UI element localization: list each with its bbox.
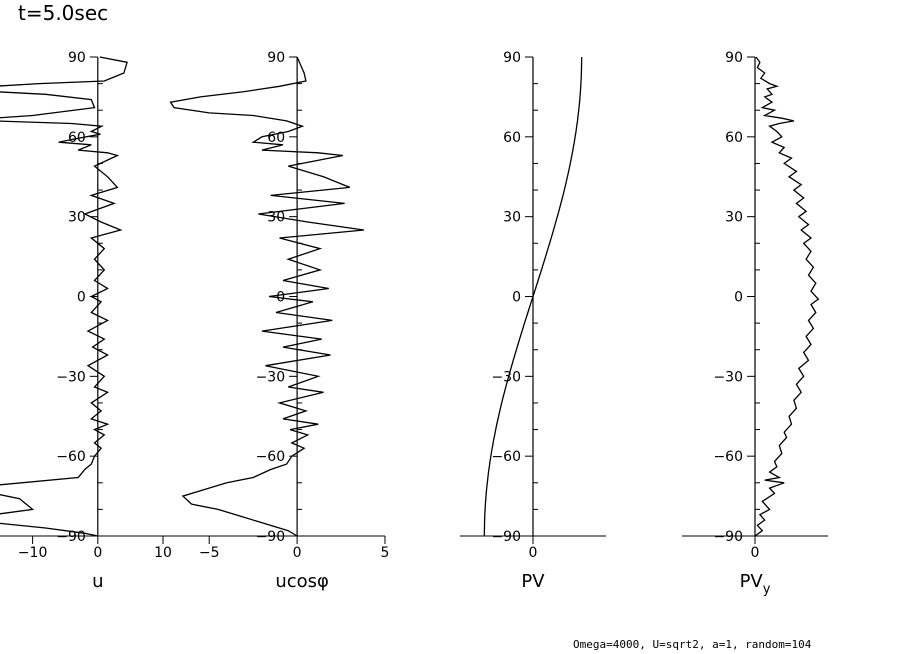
y-tick-label: −90 [713,529,743,545]
y-tick-label: 30 [68,210,86,226]
y-tick-label: −30 [491,369,521,385]
x-tick-label: −5 [199,545,220,561]
y-tick-label: 90 [68,50,86,66]
y-tick-label: 90 [503,50,521,66]
y-tick-label: 90 [725,50,743,66]
x-tick-label: 0 [751,545,760,561]
x-axis-title-subscript: y [763,582,771,597]
y-tick-label: 90 [267,50,285,66]
y-tick-label: −90 [256,529,286,545]
parameters-label: Omega=4000, U=sqrt2, a=1, random=104 [573,638,812,651]
y-tick-label: 0 [734,290,743,306]
x-tick-label: 0 [293,545,302,561]
x-tick-label: −10 [18,545,48,561]
y-tick-label: −90 [491,529,521,545]
y-tick-label: −60 [713,449,743,465]
y-tick-label: 60 [503,130,521,146]
x-axis-title: ucosφ [275,571,329,592]
y-tick-label: −30 [56,369,86,385]
y-tick-label: 30 [503,210,521,226]
y-tick-label: 60 [267,130,285,146]
x-tick-label: 10 [154,545,172,561]
x-axis-title: PVy [740,571,771,597]
y-tick-label: −60 [56,449,86,465]
series-line-ucos [169,56,364,537]
x-axis-title: u [92,571,103,592]
time-label: t=5.0sec [18,1,109,25]
series-line-pv [483,56,583,537]
y-tick-label: 0 [512,290,521,306]
y-tick-label: −60 [256,449,286,465]
y-tick-label: −60 [491,449,521,465]
series-line-pvy [754,56,820,537]
y-tick-label: −30 [256,369,286,385]
y-tick-label: 60 [68,130,86,146]
x-axis-title: PV [521,571,545,592]
series-line-u [0,56,128,537]
x-tick-label: 5 [381,545,390,561]
y-tick-label: 0 [77,290,86,306]
x-tick-label: 0 [529,545,538,561]
y-tick-label: 30 [725,210,743,226]
y-tick-label: −30 [713,369,743,385]
y-tick-label: 60 [725,130,743,146]
y-tick-label: 30 [267,210,285,226]
panel-pv: −90 −60 −30 0 30 60 90 0 PV [460,50,606,592]
panel-pvy: −90 −60 −30 0 30 60 90 0 PVy [682,50,828,597]
x-tick-label: 0 [93,545,102,561]
